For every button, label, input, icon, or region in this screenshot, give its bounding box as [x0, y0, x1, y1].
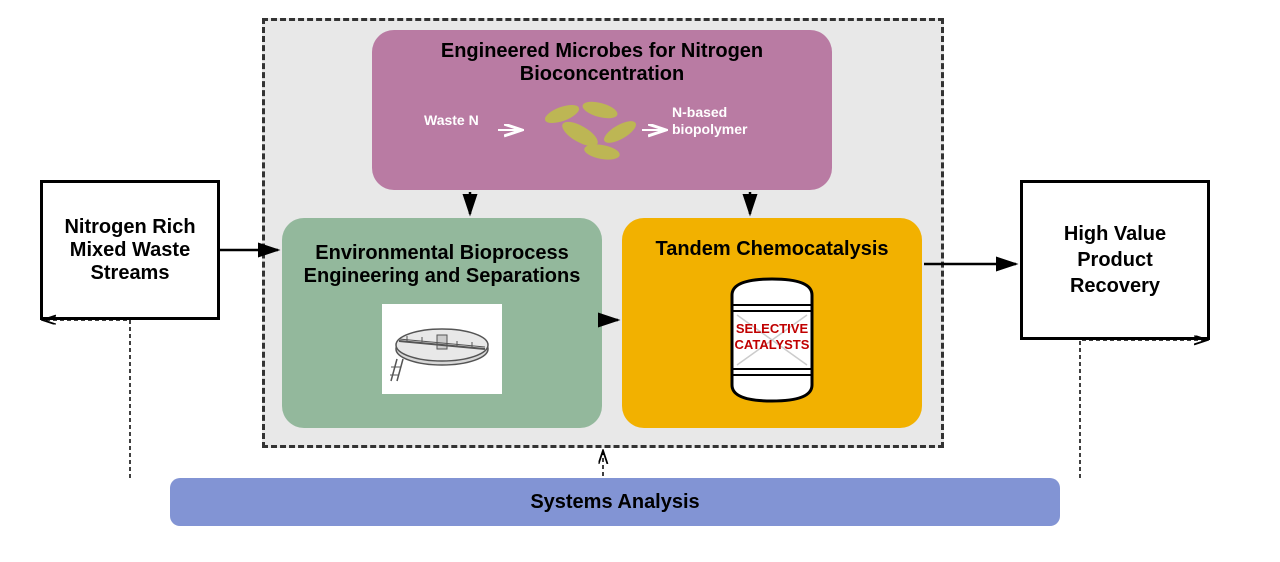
systems-label: Systems Analysis [530, 491, 699, 514]
node-input: Nitrogen Rich Mixed Waste Streams [40, 180, 220, 320]
reactor-label-l2: CATALYSTS [735, 337, 810, 352]
node-microbes: Engineered Microbes for Nitrogen Bioconc… [372, 30, 832, 190]
node-bioprocess: Environmental Bioprocess Engineering and… [282, 218, 602, 428]
microbes-sub-right-l1: N-based [672, 104, 727, 120]
node-output-l2: Product [1077, 247, 1153, 273]
microbes-subrow: Waste N N-based biopolymer [372, 92, 832, 172]
bioprocess-icon-wrap [382, 304, 502, 394]
microbe-cluster-icon [532, 96, 652, 166]
microbes-title-l1: Engineered Microbes for Nitrogen [441, 40, 763, 63]
node-input-label: Nitrogen Rich Mixed Waste Streams [51, 216, 209, 285]
reactor-label-l1: SELECTIVE [736, 321, 808, 336]
node-output: High Value Product Recovery [1020, 180, 1210, 340]
node-systems: Systems Analysis [170, 478, 1060, 526]
microbes-title-l2: Bioconcentration [520, 63, 684, 86]
node-chemo: Tandem Chemocatalysis SELECTIVE CATALYST… [622, 218, 922, 428]
bioprocess-title-l2: Engineering and Separations [304, 265, 581, 288]
reactor-vessel-icon: SELECTIVE CATALYSTS [717, 275, 827, 405]
clarifier-tank-icon [387, 309, 497, 389]
reactor-label: SELECTIVE CATALYSTS [717, 321, 827, 354]
chemo-title: Tandem Chemocatalysis [655, 238, 888, 261]
node-output-l1: High Value [1064, 221, 1166, 247]
microbes-sub-left: Waste N [424, 112, 479, 128]
microbes-sub-right-l2: biopolymer [672, 121, 747, 137]
bioprocess-title-l1: Environmental Bioprocess [315, 242, 568, 265]
node-output-l3: Recovery [1070, 273, 1160, 299]
microbes-sub-right: N-based biopolymer [672, 104, 747, 138]
